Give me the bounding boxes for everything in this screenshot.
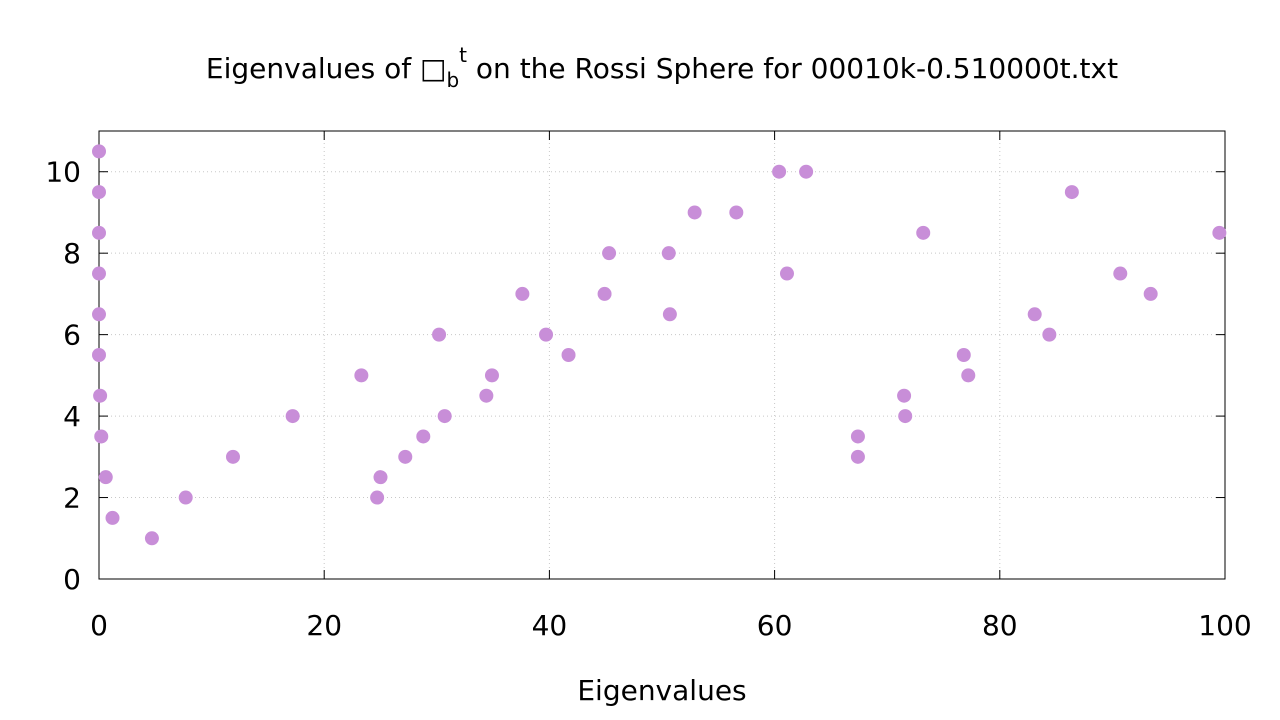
grid-lines — [99, 131, 1225, 579]
data-point — [479, 388, 494, 403]
data-point — [597, 286, 612, 301]
data-point — [1212, 225, 1227, 240]
x-tick-label: 100 — [1198, 609, 1251, 642]
data-point — [662, 307, 677, 322]
y-tick-label: 6 — [63, 319, 81, 352]
title-symbol: □ — [420, 52, 446, 85]
data-point — [850, 449, 865, 464]
chart-title: Eigenvalues of □bt on the Rossi Sphere f… — [206, 43, 1118, 92]
data-points — [92, 144, 1227, 546]
y-tick-label: 0 — [63, 563, 81, 596]
data-point — [373, 470, 388, 485]
data-point — [94, 429, 109, 444]
data-point — [961, 368, 976, 383]
axis-ticks: 0 20 40 60 80 100 0 2 4 6 8 10 — [45, 131, 1252, 642]
data-point — [1143, 286, 1158, 301]
plot-area-border — [98, 130, 1226, 580]
data-point — [92, 266, 106, 281]
data-point — [687, 205, 702, 220]
data-point — [93, 388, 108, 403]
data-point — [898, 409, 913, 424]
data-point — [225, 449, 240, 464]
y-tick-label: 8 — [63, 237, 81, 270]
x-tick-label: 20 — [306, 609, 342, 642]
data-point — [98, 470, 113, 485]
data-point — [539, 327, 554, 342]
data-point — [92, 225, 106, 240]
data-point — [370, 490, 385, 505]
x-tick-label: 0 — [90, 609, 108, 642]
data-point — [561, 348, 576, 362]
data-point — [897, 388, 912, 403]
data-point — [92, 348, 106, 362]
data-point — [92, 144, 106, 159]
data-point — [416, 429, 431, 444]
data-point — [1113, 266, 1128, 281]
data-point — [432, 327, 447, 342]
data-point — [661, 246, 676, 261]
data-point — [144, 531, 159, 546]
data-point — [779, 266, 794, 281]
data-point — [1042, 327, 1057, 342]
title-suffix: on the Rossi Sphere for 00010k-0.510000t… — [467, 52, 1118, 85]
data-point — [398, 449, 413, 464]
data-point — [484, 368, 499, 383]
data-point — [515, 286, 530, 301]
x-tick-label: 40 — [532, 609, 568, 642]
title-subscript: b — [446, 68, 459, 92]
data-point — [354, 368, 369, 383]
y-tick-label: 2 — [63, 482, 81, 515]
data-point — [799, 164, 814, 179]
data-point — [916, 225, 931, 240]
data-point — [92, 185, 106, 200]
data-point — [602, 246, 617, 261]
data-point — [285, 409, 300, 424]
data-point — [105, 510, 120, 525]
data-point — [92, 307, 106, 322]
data-point — [729, 205, 744, 220]
data-point — [178, 490, 193, 505]
x-tick-label: 80 — [982, 609, 1018, 642]
data-point — [850, 429, 865, 444]
title-prefix: Eigenvalues of — [206, 52, 420, 85]
data-point — [772, 164, 787, 179]
data-point — [956, 348, 971, 362]
data-point — [437, 409, 452, 424]
title-superscript: t — [459, 43, 467, 67]
data-point — [1027, 307, 1042, 322]
data-point — [1064, 185, 1079, 200]
y-tick-label: 4 — [63, 400, 81, 433]
y-tick-label: 10 — [45, 156, 81, 189]
x-axis-label: Eigenvalues — [577, 674, 746, 707]
x-tick-label: 60 — [757, 609, 793, 642]
